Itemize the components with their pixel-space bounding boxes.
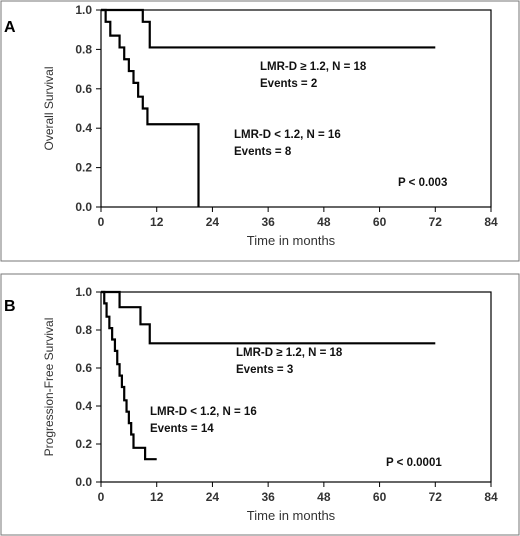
y-tick-label: 0.2 — [75, 161, 92, 175]
events-label: Events = 2 — [260, 78, 317, 90]
y-tick-label: 1.0 — [75, 3, 92, 17]
y-tick-label: 0.0 — [75, 200, 92, 214]
events-label: Events = 3 — [236, 364, 293, 376]
panel-b-border — [0, 273, 520, 536]
series-line-2 — [101, 290, 157, 461]
events-label: Events = 8 — [234, 146, 292, 158]
x-tick-label: 48 — [317, 490, 331, 504]
y-tick-label: 0.4 — [75, 121, 92, 135]
x-tick-label: 72 — [429, 490, 443, 504]
x-tick-label: 36 — [261, 490, 275, 504]
x-tick-label: 0 — [98, 490, 105, 504]
x-tick-label: 60 — [373, 215, 387, 229]
x-tick-label: 24 — [206, 215, 220, 229]
y-tick-label: 0.0 — [75, 475, 92, 489]
y-tick-label: 0.6 — [75, 361, 92, 375]
series-line-2 — [101, 8, 200, 207]
x-tick-label: 84 — [484, 215, 498, 229]
panel-a-border — [0, 0, 520, 262]
panel-label: B — [4, 298, 16, 315]
series-label: LMR-D ≥ 1.2, N = 18 — [260, 61, 367, 73]
y-tick-label: 0.2 — [75, 437, 92, 451]
series-line-1 — [101, 8, 436, 49]
chart-panel-b: B 0 12 24 36 48 60 72 84 0.0 0.2 0.4 0.6 0.8 1.0 Time i… — [4, 285, 498, 523]
events-label: Events = 14 — [150, 423, 214, 435]
y-tick-label: 1.0 — [75, 285, 92, 299]
series-line-1 — [101, 290, 436, 345]
x-tick-label: 84 — [484, 490, 498, 504]
y-axis-label: Overall Survival — [42, 66, 56, 150]
x-tick-label: 72 — [429, 215, 443, 229]
p-value-annotation: P < 0.0001 — [386, 457, 442, 469]
x-tick-label: 0 — [98, 215, 105, 229]
y-tick-label: 0.8 — [75, 323, 92, 337]
x-tick-label: 12 — [150, 490, 164, 504]
y-axis-label: Progression-Free Survival — [42, 318, 56, 457]
plot-frame — [100, 291, 492, 483]
x-tick-label: 48 — [317, 215, 331, 229]
x-tick-label: 36 — [261, 215, 275, 229]
p-value-annotation: P < 0.003 — [398, 177, 447, 189]
panel-label: A — [4, 19, 16, 36]
x-tick-label: 24 — [206, 490, 220, 504]
x-tick-label: 12 — [150, 215, 164, 229]
y-tick-label: 0.8 — [75, 42, 92, 56]
y-tick-label: 0.6 — [75, 82, 92, 96]
chart-panel-a: A 0 12 24 36 48 60 72 84 0.0 0.2 0.4 0.6 0.8 1.0 Time i… — [4, 3, 498, 248]
x-axis-label: Time in months — [247, 233, 336, 248]
series-label: LMR-D < 1.2, N = 16 — [150, 406, 257, 418]
plot-frame — [100, 9, 492, 208]
y-tick-label: 0.4 — [75, 399, 92, 413]
series-label: LMR-D ≥ 1.2, N = 18 — [236, 347, 343, 359]
series-label: LMR-D < 1.2, N = 16 — [234, 129, 341, 141]
x-axis-label: Time in months — [247, 508, 336, 523]
x-tick-label: 60 — [373, 490, 387, 504]
